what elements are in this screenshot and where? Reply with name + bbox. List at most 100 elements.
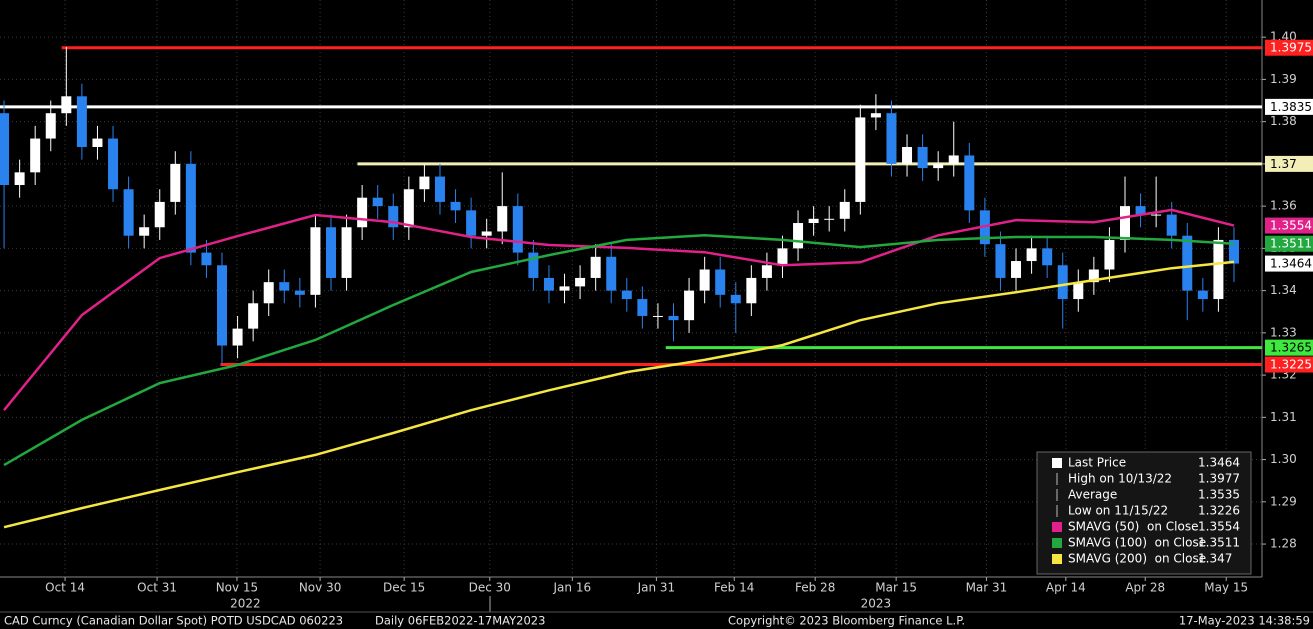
candle-body [217,265,228,346]
candle-body [232,328,243,346]
candle-body [933,163,944,169]
x-tick-label: Apr 14 [1046,581,1086,595]
candle-body [185,163,196,253]
x-tick-label: Feb 28 [795,581,835,595]
legend-value: 1.3511 [1198,536,1240,550]
candle-body [839,201,850,219]
legend-value: 1.3226 [1198,504,1240,518]
candle-body [1073,282,1084,300]
y-tick-label: 1.38 [1270,114,1297,128]
moving-average [3,260,1235,529]
legend-swatch [1052,522,1062,532]
candle-body [855,117,866,202]
x-tick-label: Apr 28 [1125,581,1165,595]
level-badge: 1.3265 [1270,341,1312,355]
candle-body [357,197,368,228]
x-tick-label: Nov 15 [216,581,259,595]
year-label: 2022 [230,597,261,611]
legend-label: Average [1068,488,1117,502]
candle-body [434,176,445,202]
level-badge-bg [1265,356,1313,373]
x-tick-label: Dec 30 [469,581,511,595]
candle-body [575,277,586,287]
candle-body [14,172,25,186]
candle-body [466,210,477,236]
candle-body [92,138,103,147]
candle-body [403,189,414,228]
last-price-badge: 1.3464 [1270,257,1312,271]
candle-body [1182,235,1193,291]
candle-body [668,315,679,321]
candle-body [902,146,913,164]
y-tick-label: 1.29 [1270,494,1297,508]
candle-body [793,223,804,249]
candle-body [1057,265,1068,300]
level-badge: 1.3225 [1270,358,1312,372]
x-tick-label: Oct 14 [45,581,85,595]
ma-badge: 1.3511 [1270,237,1312,251]
y-tick-label: 1.31 [1270,410,1297,424]
candle-body [1119,206,1130,240]
y-tick-label: 1.28 [1270,537,1297,551]
candle-body [1026,248,1037,262]
candle-body [1011,261,1022,278]
candle-body [30,138,41,173]
candle-body [108,138,119,190]
ma-badge: 1.3554 [1270,219,1312,233]
legend-value: 1.3977 [1198,472,1240,486]
legend-swatch [1052,458,1062,468]
candle-body [388,206,399,228]
x-tick-label: Oct 31 [137,581,177,595]
candle-body [341,227,352,278]
candle-body [590,256,601,278]
candle-body [730,294,741,304]
legend-label: SMAVG (100) on Close [1068,536,1206,550]
candle-body [621,290,632,300]
candle-body [154,201,165,228]
x-tick-label: Jan 31 [637,581,676,595]
footer-timestamp: 17-May-2023 14:38:59 [1179,614,1310,628]
legend-swatch [1052,538,1062,548]
x-tick-label: Mar 15 [875,581,917,595]
candle-body [715,269,726,295]
candle-body [964,155,975,211]
candle-body [76,96,87,147]
x-tick-label: Feb 14 [714,581,754,595]
candle-body [746,277,757,304]
candle-body [1151,214,1162,216]
candle-body [1197,290,1208,300]
legend-value: 1.3464 [1198,456,1240,470]
candle-body [777,248,788,266]
candle-body [870,113,881,118]
candle-body [808,218,819,224]
candle-body [201,252,212,266]
candle-body [684,290,695,321]
footer-source: CAD Curncy (Canadian Dollar Spot) POTD U… [4,614,343,628]
candle-body [1042,248,1053,266]
legend-label: SMAVG (50) on Close [1068,520,1198,534]
legend-box [1036,451,1252,575]
candle-body [559,286,570,291]
x-tick-label: Dec 15 [383,581,425,595]
ma-badge-bg [1265,235,1313,252]
legend-label: High on 10/13/22 [1068,472,1172,486]
candle-body [279,282,290,291]
candle-body [1135,206,1146,215]
y-tick-label: 1.34 [1270,283,1297,297]
legend-label: Low on 11/15/22 [1068,504,1168,518]
candle-body [761,265,772,278]
moving-average [3,234,1235,467]
candle-body [248,303,259,329]
x-tick-label: Mar 31 [966,581,1008,595]
x-tick-label: Nov 30 [299,581,342,595]
candle-body [917,146,928,169]
y-tick-label: 1.33 [1270,325,1297,339]
x-tick-label: May 15 [1204,581,1248,595]
candle-body [170,163,181,202]
moving-average [3,208,1235,411]
candle-body [512,206,523,253]
candle-body [61,96,72,114]
legend-value: 1.3554 [1198,520,1240,534]
legend-value: 1.347 [1198,552,1232,566]
